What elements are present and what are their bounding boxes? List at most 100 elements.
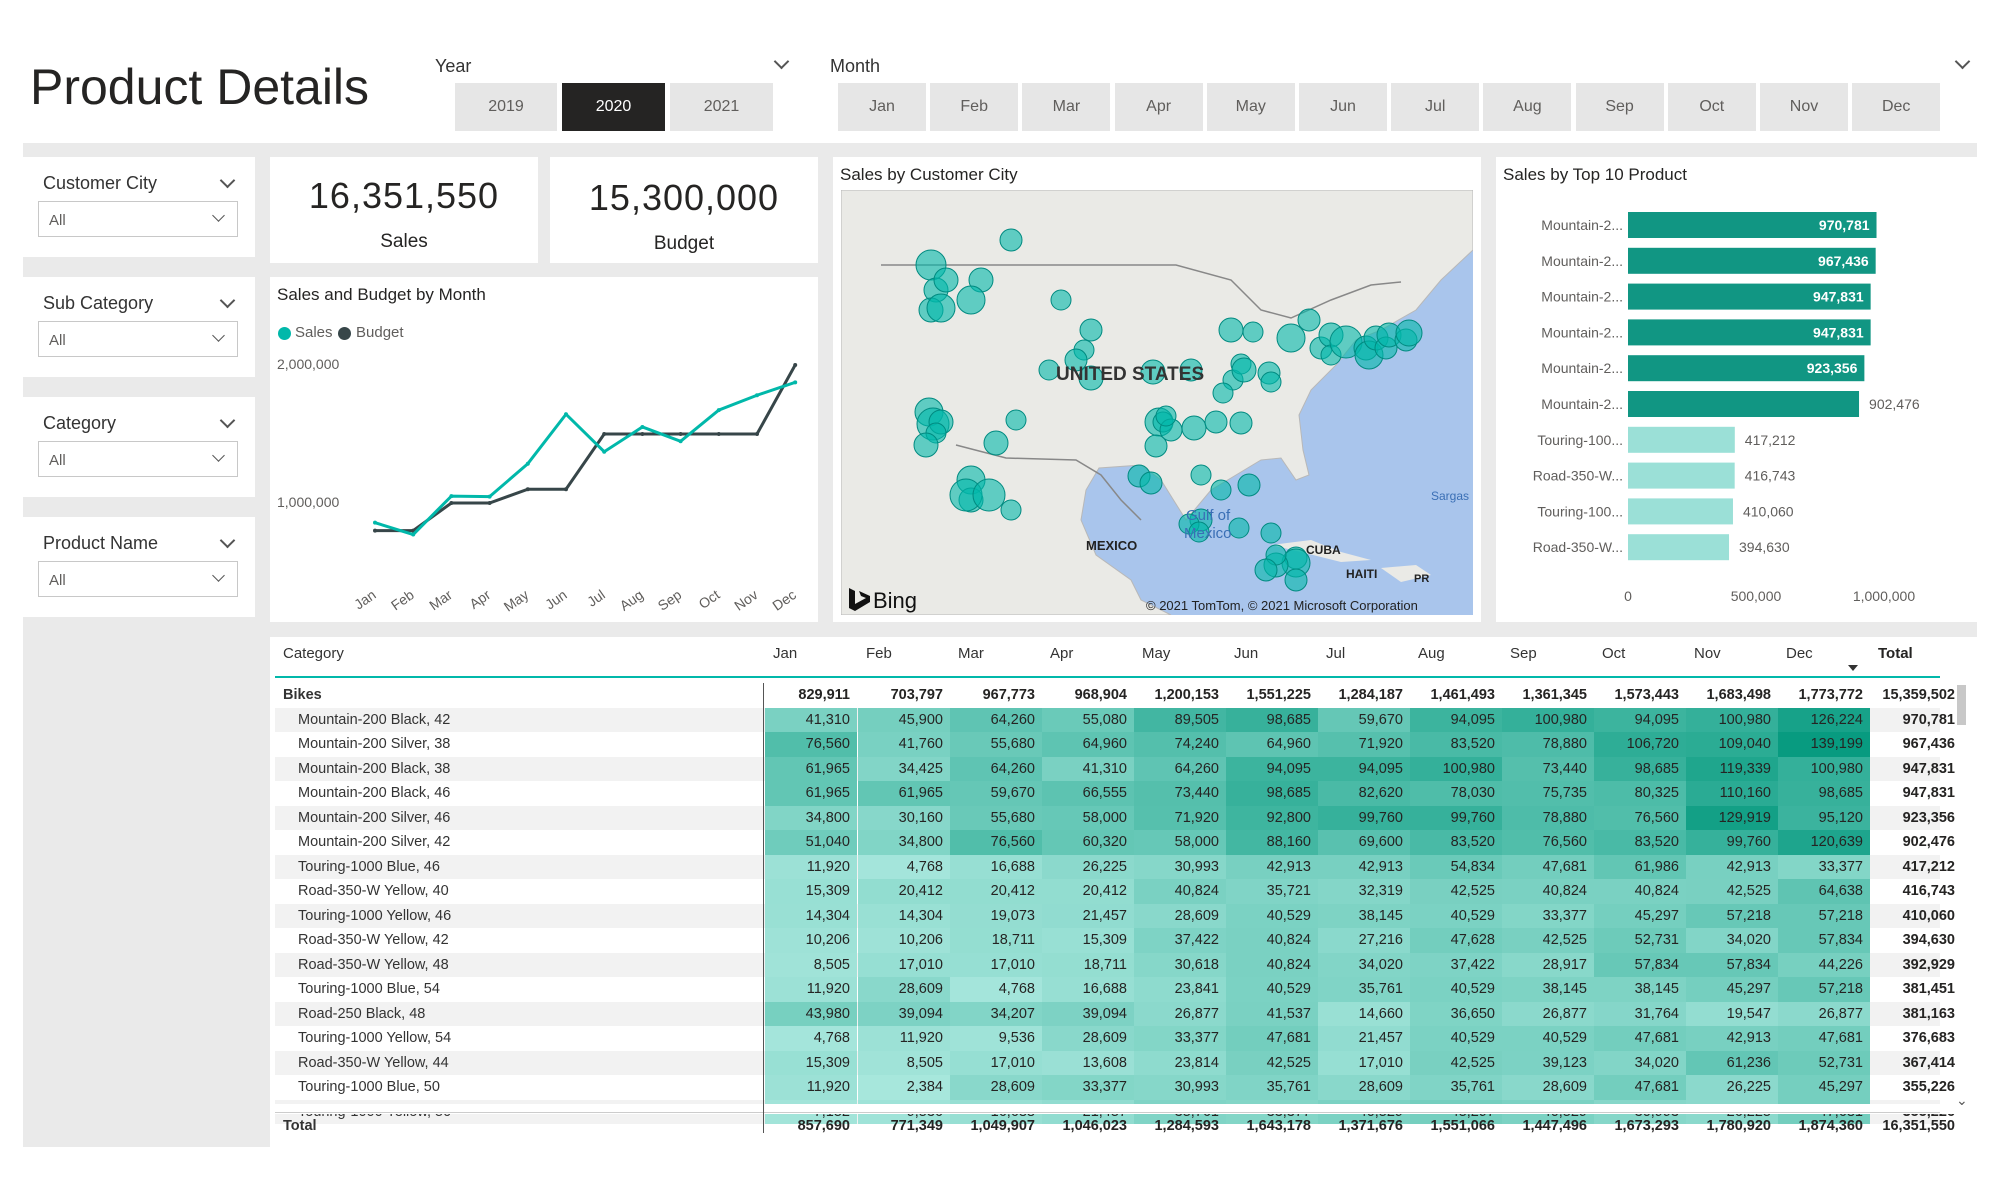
city-bubble[interactable] [1218, 317, 1244, 343]
budget-point[interactable] [793, 363, 798, 367]
city-bubble[interactable] [1079, 318, 1103, 342]
month-button-feb[interactable]: Feb [930, 83, 1019, 131]
product-bar[interactable] [1628, 319, 1871, 346]
product-bar[interactable] [1628, 212, 1877, 238]
month-slicer-chevron-icon[interactable] [1954, 53, 1971, 70]
city-bubble[interactable] [1179, 358, 1203, 382]
sales-point[interactable] [602, 449, 607, 454]
year-button-2020[interactable]: 2020 [562, 83, 665, 131]
product-bar[interactable] [1628, 283, 1871, 310]
sales-budget-line-chart[interactable]: Sales and Budget by Month Sales Budget 2… [270, 277, 818, 622]
month-button-jan[interactable]: Jan [838, 83, 926, 131]
city-bubble[interactable] [1181, 415, 1207, 441]
budget-series-line[interactable] [375, 364, 797, 533]
sales-series-line[interactable] [374, 380, 796, 537]
city-bubble[interactable] [1078, 365, 1104, 391]
budget-point[interactable] [678, 432, 683, 436]
column-header-mar[interactable]: Mar [958, 645, 984, 662]
product-bar[interactable] [1628, 391, 1860, 417]
budget-point[interactable] [716, 432, 721, 436]
map-canvas[interactable]: UNITED STATES Gulf of Mexico MEXICO CUBA… [841, 190, 1473, 615]
city-bubble[interactable] [1212, 382, 1234, 404]
year-button-2021[interactable]: 2021 [670, 83, 773, 131]
month-button-mar[interactable]: Mar [1022, 83, 1111, 131]
column-header-may[interactable]: May [1142, 645, 1171, 662]
city-bubble[interactable] [1254, 558, 1278, 582]
month-button-jul[interactable]: Jul [1391, 83, 1480, 131]
city-bubble[interactable] [1204, 410, 1228, 434]
city-bubble[interactable] [1237, 473, 1261, 497]
product-name-dropdown[interactable]: All [38, 561, 238, 597]
year-button-2019[interactable]: 2019 [455, 83, 557, 131]
budget-point[interactable] [449, 501, 454, 505]
sales-point[interactable] [373, 520, 377, 525]
column-header-aug[interactable]: Aug [1418, 645, 1445, 662]
month-button-oct[interactable]: Oct [1667, 83, 1756, 131]
sales-point[interactable] [678, 439, 683, 444]
sales-point[interactable] [564, 412, 568, 417]
city-bubble[interactable] [933, 267, 959, 293]
column-header-feb[interactable]: Feb [866, 645, 892, 662]
city-bubble[interactable] [956, 285, 986, 315]
city-bubble[interactable] [1188, 521, 1210, 543]
chevron-down-icon[interactable] [219, 532, 236, 549]
product-bar[interactable] [1628, 247, 1876, 274]
chevron-down-icon[interactable] [219, 172, 236, 189]
city-bubble[interactable] [1140, 359, 1166, 385]
city-bubble[interactable] [1242, 321, 1264, 343]
sales-point[interactable] [449, 494, 454, 499]
sort-descending-icon[interactable] [1848, 665, 1858, 671]
budget-point[interactable] [525, 487, 530, 492]
product-bar[interactable] [1628, 498, 1733, 525]
sales-point[interactable] [525, 461, 530, 466]
city-bubble[interactable] [983, 430, 1009, 456]
sub-category-dropdown[interactable]: All [38, 321, 238, 357]
budget-point[interactable] [487, 501, 492, 505]
column-header-total[interactable]: Total [1878, 645, 1913, 662]
city-bubble[interactable] [1210, 479, 1232, 501]
sales-point[interactable] [755, 393, 759, 398]
sales-point[interactable] [716, 408, 721, 413]
month-button-sep[interactable]: Sep [1575, 83, 1664, 131]
budget-point[interactable] [755, 432, 759, 436]
city-bubble[interactable] [972, 478, 1006, 512]
budget-point[interactable] [564, 487, 568, 492]
month-button-jun[interactable]: Jun [1299, 83, 1387, 131]
sales-point[interactable] [793, 380, 798, 385]
city-bubble[interactable] [1000, 499, 1022, 521]
month-button-nov[interactable]: Nov [1760, 83, 1848, 131]
product-bar[interactable] [1628, 426, 1735, 453]
scroll-down-icon[interactable]: ⌄ [1956, 1092, 1968, 1108]
year-slicer-chevron-icon[interactable] [773, 53, 790, 70]
chevron-down-icon[interactable] [219, 412, 236, 429]
city-bubble[interactable] [1228, 517, 1250, 539]
column-header-sep[interactable]: Sep [1510, 645, 1537, 662]
city-bubble[interactable] [1155, 405, 1177, 427]
chevron-down-icon[interactable] [219, 292, 236, 309]
matrix-scrollbar[interactable] [1957, 685, 1966, 725]
top-10-product-bar-chart[interactable]: Sales by Top 10 Product Mountain-2... 970… [1496, 157, 1977, 622]
column-header-nov[interactable]: Nov [1694, 645, 1721, 662]
city-bubble[interactable] [926, 293, 956, 323]
city-bubble[interactable] [1395, 319, 1423, 347]
sales-point[interactable] [411, 532, 416, 537]
city-bubble[interactable] [1005, 409, 1027, 431]
budget-point[interactable] [373, 528, 377, 533]
column-header-apr[interactable]: Apr [1050, 645, 1074, 662]
product-bar[interactable] [1628, 462, 1735, 489]
budget-point[interactable] [640, 432, 645, 436]
column-header-oct[interactable]: Oct [1602, 645, 1626, 662]
month-button-dec[interactable]: Dec [1852, 83, 1941, 131]
category-dropdown[interactable]: All [38, 441, 238, 477]
product-bar[interactable] [1628, 534, 1730, 561]
city-bubble[interactable] [1144, 434, 1168, 458]
sales-point[interactable] [487, 494, 492, 499]
month-button-may[interactable]: May [1206, 83, 1295, 131]
city-bubble[interactable] [1284, 568, 1308, 592]
customer-city-dropdown[interactable]: All [38, 201, 238, 237]
city-bubble[interactable] [1260, 371, 1282, 393]
city-bubble[interactable] [999, 228, 1023, 252]
city-bubble[interactable] [1260, 522, 1282, 544]
city-bubble[interactable] [1190, 464, 1212, 486]
city-bubble[interactable] [1231, 357, 1257, 383]
